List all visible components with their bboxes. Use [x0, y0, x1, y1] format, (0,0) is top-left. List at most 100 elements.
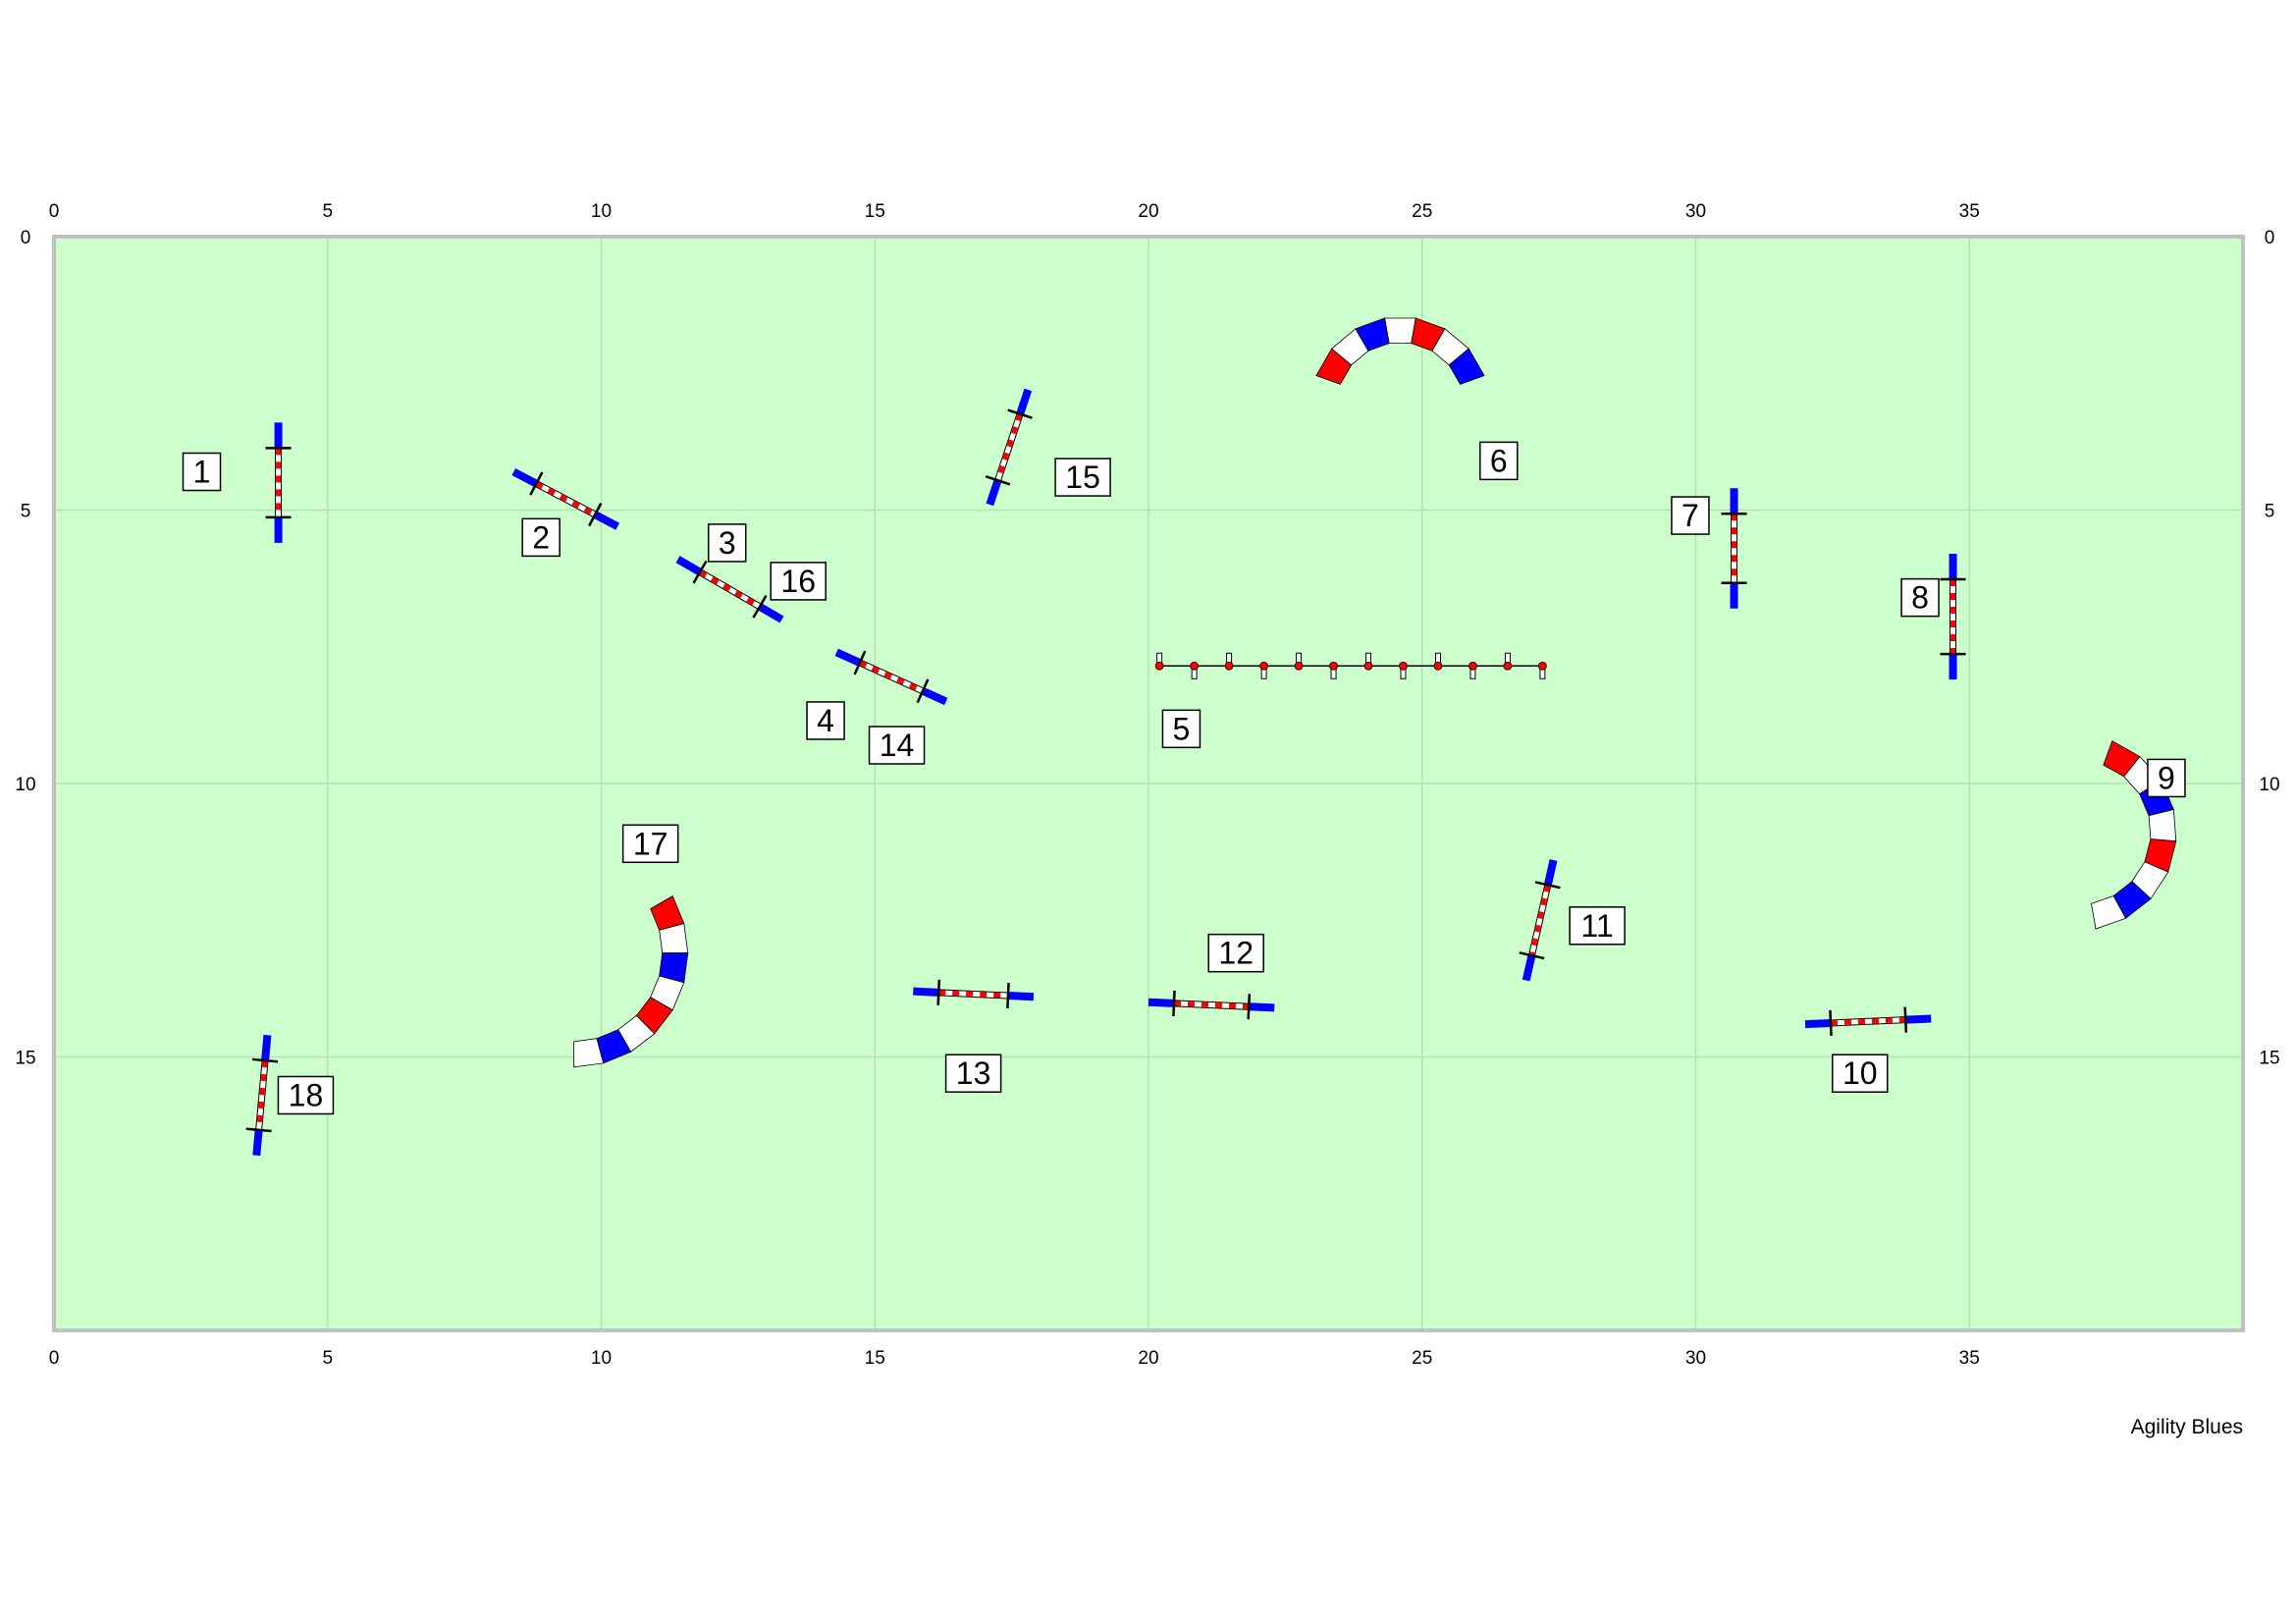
- weave-poles: [1154, 652, 1547, 679]
- jump-2: [511, 467, 620, 530]
- label-number: 1: [193, 455, 211, 490]
- label-number: 7: [1682, 498, 1699, 533]
- jump-bar-stripes: [698, 569, 762, 610]
- jump-wing: [1522, 954, 1536, 982]
- x-tick-label-top: 5: [322, 201, 333, 222]
- x-tick-label-top: 20: [1138, 201, 1158, 222]
- jump-bar-stripes: [995, 412, 1023, 482]
- jump-wing: [757, 603, 784, 623]
- weave-pole: [1503, 661, 1513, 671]
- obstacle-number-label: 7: [1671, 496, 1710, 535]
- x-tick-label-bottom: 5: [322, 1348, 333, 1369]
- jump-wing: [921, 687, 948, 706]
- label-number: 8: [1911, 580, 1929, 616]
- label-box: [806, 701, 845, 740]
- jump-upright: [985, 474, 1011, 486]
- x-tick-label-top: 0: [49, 201, 60, 222]
- x-tick-label-bottom: 30: [1685, 1348, 1706, 1369]
- jumps: [245, 388, 1966, 1157]
- tunnels: [573, 317, 2177, 1068]
- jump-wing: [913, 987, 939, 997]
- label-box: [944, 1054, 1002, 1093]
- y-tick-label-left: 0: [21, 228, 31, 248]
- tunnel-segment: [2148, 809, 2177, 842]
- tunnel-segment: [1384, 317, 1416, 345]
- obstacle-number-label: 12: [1207, 933, 1264, 973]
- jump-wing: [1007, 992, 1035, 1001]
- jump-4: [834, 648, 948, 706]
- label-number: 4: [817, 703, 834, 738]
- label-box: [707, 523, 747, 563]
- jump-upright: [1247, 994, 1252, 1020]
- jump-upright: [588, 503, 603, 527]
- label-number: 17: [633, 826, 668, 861]
- jump-wing: [511, 467, 539, 488]
- jump-bar: [1830, 1017, 1906, 1026]
- tunnel-segment: [573, 1038, 605, 1068]
- jump-upright: [1534, 881, 1561, 890]
- obstacle-number-label: 1: [182, 452, 222, 492]
- x-tick-label-top: 15: [865, 201, 885, 222]
- jump-upright: [1903, 1006, 1908, 1033]
- x-tick-label-bottom: 25: [1412, 1348, 1432, 1369]
- tunnel-segment: [1448, 348, 1485, 385]
- x-tick-label-top: 35: [1959, 201, 1980, 222]
- y-tick-label-left: 10: [15, 775, 35, 795]
- jump-bar-stripes: [1529, 884, 1551, 956]
- jump-upright: [1829, 1009, 1833, 1036]
- weave-pole: [1363, 661, 1373, 671]
- weave-pole: [1224, 661, 1234, 671]
- label-box: [277, 1075, 335, 1115]
- jump-bar-stripes: [256, 1059, 268, 1131]
- jump-wing: [986, 479, 1002, 507]
- label-box: [182, 452, 222, 492]
- jump-wing: [675, 556, 703, 576]
- y-tick-label-right: 0: [2265, 228, 2275, 248]
- label-number: 15: [1065, 460, 1100, 495]
- obstacle-number-label: 5: [1161, 709, 1201, 749]
- label-box: [1054, 458, 1111, 497]
- obstacle-number-label: 9: [2147, 758, 2186, 798]
- label-number: 14: [880, 728, 915, 763]
- label-box: [1832, 1054, 1889, 1093]
- label-box: [2147, 758, 2186, 798]
- label-box: [1569, 906, 1626, 946]
- jump-upright: [529, 471, 544, 496]
- y-tick-label-right: 10: [2259, 775, 2279, 795]
- jump-upright: [252, 1057, 279, 1063]
- label-number: 13: [956, 1055, 991, 1091]
- tunnel-6: [1315, 317, 1485, 385]
- x-tick-label-top: 30: [1685, 201, 1706, 222]
- tunnel-segment: [2091, 895, 2127, 930]
- obstacle-number-label: 16: [770, 562, 827, 601]
- label-box: [770, 562, 827, 601]
- jump-wing: [1905, 1014, 1932, 1024]
- label-number: 12: [1218, 936, 1254, 971]
- label-box: [1207, 933, 1264, 973]
- jump-wing: [593, 511, 620, 530]
- jump-10: [1804, 1006, 1932, 1036]
- jump-upright: [1172, 990, 1176, 1016]
- weave-pole: [1538, 661, 1547, 671]
- label-number: 5: [1173, 711, 1191, 746]
- jump-13: [913, 979, 1035, 1009]
- label-box: [1900, 577, 1940, 618]
- label-box: [868, 726, 926, 765]
- jump-bar-stripes: [858, 660, 925, 694]
- jump-3: [675, 556, 784, 623]
- y-tick-label-left: 5: [21, 502, 31, 522]
- y-tick-label-right: 5: [2265, 502, 2275, 522]
- x-tick-label-top: 25: [1412, 201, 1432, 222]
- jump-wing: [1804, 1018, 1832, 1029]
- jump-11: [1519, 859, 1561, 982]
- obstacle-number-label: 17: [621, 824, 679, 864]
- obstacle-number-label: 10: [1832, 1054, 1889, 1093]
- jump-wing: [1148, 998, 1175, 1007]
- label-number: 18: [289, 1077, 324, 1112]
- jump-wing: [1249, 1002, 1275, 1012]
- jump-wing: [261, 1034, 272, 1061]
- jump-upright: [853, 650, 867, 676]
- weave-pole: [1468, 661, 1477, 671]
- jump-bar-stripes: [535, 481, 597, 517]
